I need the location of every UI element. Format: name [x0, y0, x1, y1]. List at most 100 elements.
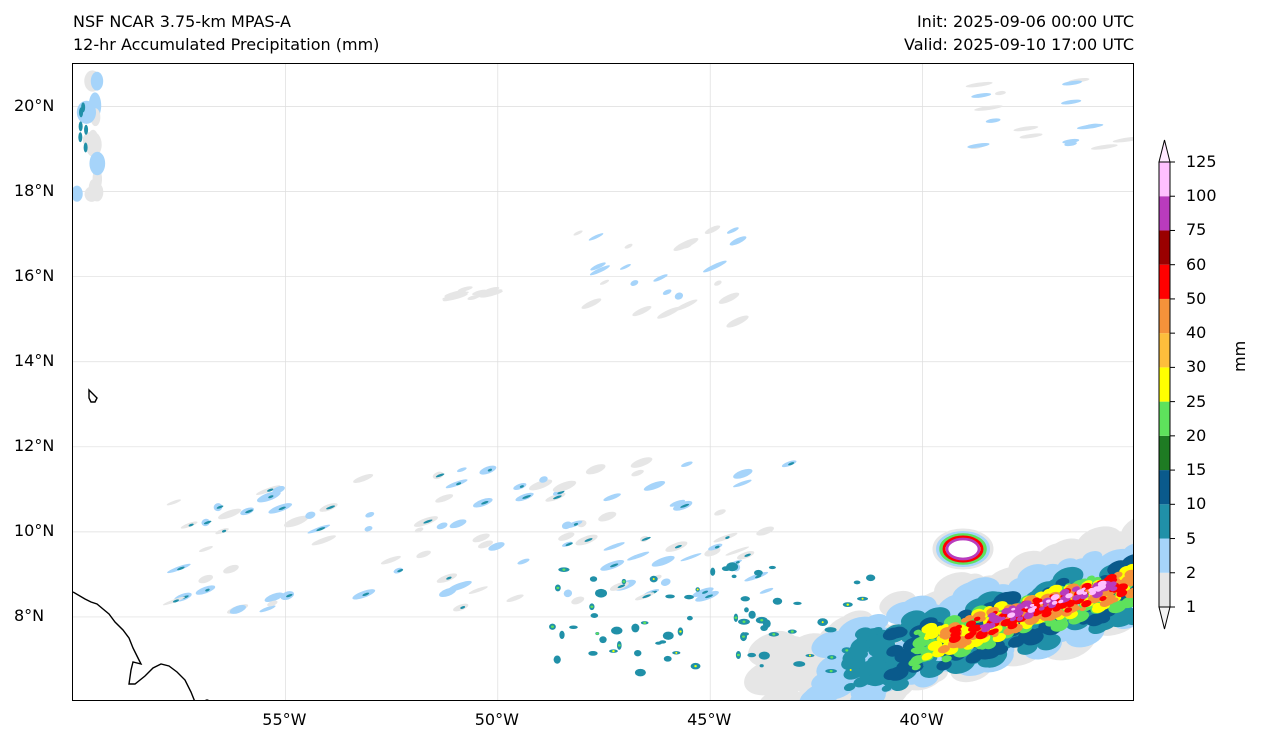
- precip-cell: [630, 457, 653, 468]
- precip-cell: [1050, 594, 1060, 601]
- precip-cell: [679, 630, 682, 633]
- precip-cell: [1088, 588, 1094, 592]
- precip-cell: [634, 649, 642, 657]
- precip-cell: [362, 592, 370, 596]
- precip-cell: [725, 536, 730, 539]
- precip-cell: [1076, 589, 1085, 595]
- precip-cell: [665, 594, 675, 599]
- precip-cell: [172, 599, 180, 603]
- precip-cell: [704, 225, 721, 235]
- precip-cell: [631, 623, 640, 633]
- precip-cell: [985, 118, 1001, 123]
- precip-cell: [1086, 575, 1095, 582]
- lon-label: 40°W: [899, 710, 944, 729]
- precip-cell: [735, 561, 740, 564]
- precip-cell: [736, 653, 740, 657]
- precip-cell: [1024, 612, 1032, 617]
- precip-cell: [1024, 606, 1028, 609]
- colorbar-tick-label: 100: [1186, 186, 1217, 206]
- precip-cell: [823, 632, 849, 649]
- precip-cell: [305, 511, 316, 519]
- colorbar-tick-label: 60: [1186, 254, 1207, 274]
- eyewall-ring: [939, 533, 987, 565]
- precip-cell: [472, 533, 490, 543]
- precip-cell: [718, 292, 740, 304]
- precip-cell: [922, 656, 929, 661]
- precip-cell: [1008, 636, 1025, 648]
- precip-cell: [988, 629, 997, 636]
- precip-cell: [1111, 597, 1119, 603]
- precip-cell: [680, 553, 702, 562]
- precip-cell: [595, 588, 608, 598]
- precip-cell: [1120, 596, 1133, 609]
- precip-cell: [662, 631, 674, 640]
- precip-cell: [563, 589, 573, 598]
- precip-cell: [552, 480, 577, 493]
- precip-cell: [651, 555, 675, 567]
- precip-cell: [581, 298, 602, 309]
- precip-cell: [283, 515, 309, 528]
- precip-cell: [198, 574, 214, 584]
- lon-label: 45°W: [687, 710, 732, 729]
- precip-cell: [830, 656, 834, 659]
- precip-cell: [1064, 607, 1073, 613]
- precip-cell: [457, 467, 467, 473]
- precip-cell: [788, 462, 795, 466]
- precip-cell: [974, 105, 1003, 111]
- precip-cell: [853, 580, 861, 585]
- precip-cell: [1092, 602, 1101, 609]
- precip-cell: [710, 567, 716, 576]
- eyewall-ring: [942, 535, 984, 563]
- precip-cell: [1084, 123, 1100, 129]
- precip-cell: [84, 124, 89, 135]
- precip-cell: [569, 625, 578, 629]
- colorbar-segment: [1159, 264, 1170, 299]
- precip-cell: [883, 668, 901, 681]
- precip-cell: [941, 655, 951, 662]
- precip-cell: [987, 612, 996, 618]
- precip-cell: [889, 626, 907, 639]
- precip-cell: [843, 682, 856, 692]
- colorbar-tick-label: 15: [1186, 460, 1207, 480]
- precip-cell: [1045, 599, 1051, 603]
- precip-cell: [517, 558, 530, 565]
- precip-cell: [1011, 607, 1016, 611]
- precip-cell: [881, 684, 892, 692]
- precip-cell: [643, 621, 647, 625]
- precip-cell: [245, 509, 254, 514]
- precip-cell: [267, 488, 274, 492]
- precip-cell: [981, 624, 987, 628]
- precip-cell: [622, 580, 626, 583]
- precip-cell: [78, 132, 83, 143]
- precip-cell: [731, 574, 737, 579]
- colorbar: [1158, 139, 1175, 630]
- precip-cell: [557, 490, 565, 495]
- colorbar-tick-label: 75: [1186, 220, 1207, 240]
- precip-cell: [681, 461, 693, 468]
- colorbar-tick-label: 20: [1186, 425, 1207, 445]
- precip-cell: [696, 588, 699, 591]
- precip-cell: [447, 580, 472, 592]
- precip-cell: [205, 588, 210, 592]
- valid-time: Valid: 2025-09-10 17:00 UTC: [903, 35, 1134, 54]
- precip-cell: [416, 550, 431, 559]
- precip-cell: [734, 616, 738, 619]
- precip-cell: [522, 495, 531, 499]
- precip-cell: [460, 606, 466, 609]
- precip-cell: [590, 262, 606, 271]
- precip-cell: [449, 519, 467, 529]
- precip-cell: [674, 292, 684, 300]
- precip-cell: [760, 625, 768, 631]
- precip-cell: [1082, 591, 1088, 595]
- precip-cell: [847, 657, 863, 668]
- precip-cell: [286, 593, 293, 598]
- precip-cell: [824, 627, 837, 633]
- colorbar-segment: [1159, 162, 1170, 197]
- precip-cell: [73, 185, 83, 202]
- precip-cell: [744, 553, 751, 557]
- precip-cell: [684, 594, 694, 600]
- precip-cell: [1019, 133, 1043, 139]
- precip-cell: [772, 633, 776, 636]
- precip-cell: [854, 627, 872, 640]
- precip-cell: [584, 538, 593, 542]
